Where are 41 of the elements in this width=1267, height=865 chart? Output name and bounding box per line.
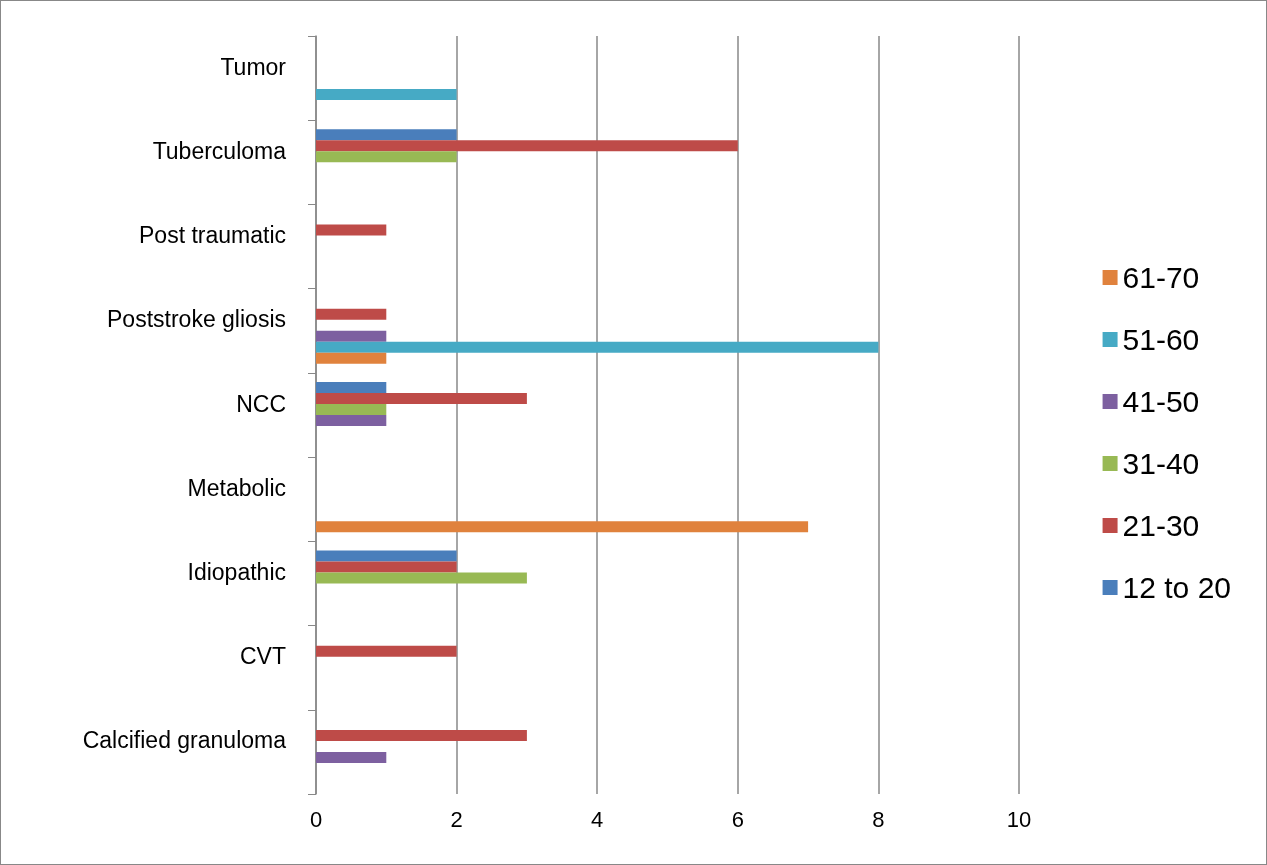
legend-label: 41-50	[1122, 385, 1200, 418]
bar	[316, 393, 527, 404]
bar	[316, 521, 809, 533]
legend-label: 31-40	[1122, 447, 1200, 480]
x-tick-label: 4	[591, 806, 604, 832]
x-tick-label: 2	[450, 806, 463, 832]
bar	[316, 140, 738, 152]
y-tick-label: Tuberculoma	[152, 137, 287, 164]
bar	[316, 352, 387, 364]
bar	[316, 341, 879, 353]
legend-label: 21-30	[1122, 509, 1200, 542]
bar	[316, 645, 457, 657]
bar	[316, 308, 387, 320]
bar	[316, 129, 457, 141]
bar	[316, 330, 387, 342]
x-tick-label: 6	[731, 806, 744, 832]
y-tick-label: Poststroke gliosis	[107, 306, 286, 333]
bar	[316, 415, 387, 426]
bar	[316, 151, 457, 163]
bar	[316, 404, 387, 415]
bar	[316, 550, 457, 562]
y-tick-label: Tumor	[220, 53, 287, 80]
legend-label: 51-60	[1122, 323, 1200, 356]
x-tick-label: 0	[309, 806, 323, 832]
x-tick-label: 10	[1006, 806, 1032, 832]
x-tick-label: 8	[872, 806, 885, 832]
bar	[316, 729, 527, 741]
y-tick-label: NCC	[236, 390, 286, 417]
bar	[316, 382, 387, 393]
y-tick-label: Idiopathic	[187, 558, 286, 585]
legend-label: 61-70	[1122, 261, 1200, 294]
bar	[316, 89, 457, 101]
y-tick-label: Calcified granuloma	[82, 727, 287, 754]
y-tick-label: Metabolic	[187, 474, 286, 501]
y-tick-label: CVT	[240, 643, 286, 670]
y-tick-label: Post traumatic	[139, 222, 286, 249]
legend-label: 12 to 20	[1122, 571, 1232, 604]
bar	[316, 751, 387, 763]
bar	[316, 572, 527, 584]
bar	[316, 224, 387, 236]
bar	[316, 561, 457, 573]
